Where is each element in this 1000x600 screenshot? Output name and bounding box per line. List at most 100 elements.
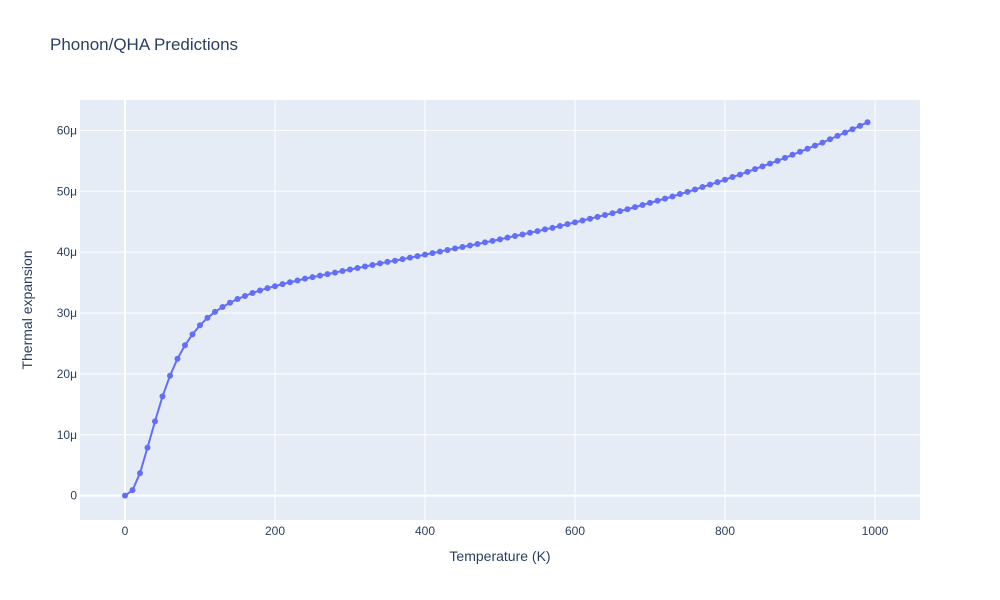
data-point: [197, 322, 203, 329]
data-point: [309, 274, 316, 281]
x-tick-label: 0: [122, 524, 129, 538]
data-point: [264, 285, 271, 292]
data-point: [152, 418, 158, 425]
data-point: [782, 154, 788, 161]
x-tick-label: 400: [415, 524, 435, 538]
data-point: [729, 174, 736, 180]
data-point: [504, 234, 511, 241]
data-point: [812, 142, 818, 149]
data-point: [632, 204, 638, 211]
chart-title: Phonon/QHA Predictions: [50, 35, 238, 54]
data-point: [354, 265, 361, 271]
data-point: [624, 206, 631, 213]
data-point: [752, 166, 758, 173]
x-axis-title: Temperature (K): [449, 548, 550, 564]
data-point: [767, 160, 773, 167]
data-point: [392, 257, 398, 264]
data-point: [129, 487, 136, 494]
data-point: [579, 217, 586, 224]
data-point: [444, 247, 451, 254]
data-point: [212, 308, 218, 315]
x-tick-label: 200: [265, 524, 285, 538]
data-point: [467, 242, 473, 249]
y-axis-ticks: 0 10μ 20μ 30μ 40μ 50μ 60μ: [57, 123, 78, 502]
data-point: [572, 219, 578, 226]
data-point: [549, 224, 556, 231]
series-markers: [122, 119, 871, 499]
data-point: [692, 186, 698, 193]
data-point: [219, 303, 226, 310]
y-tick-label: 0: [70, 489, 77, 503]
data-point: [482, 239, 488, 246]
data-point: [242, 293, 248, 299]
x-tick-label: 1000: [862, 524, 889, 538]
data-point: [849, 126, 856, 133]
data-point: [324, 271, 331, 278]
data-point: [774, 157, 781, 164]
data-point: [542, 226, 548, 233]
data-point: [527, 229, 533, 236]
data-point: [744, 168, 751, 175]
x-tick-label: 800: [715, 524, 735, 538]
data-point: [377, 260, 383, 267]
data-point: [414, 253, 421, 260]
data-point: [422, 251, 428, 258]
data-point: [429, 250, 436, 257]
data-point: [189, 331, 196, 338]
data-point: [617, 208, 623, 215]
data-point: [797, 148, 803, 155]
x-tick-label: 600: [565, 524, 585, 538]
data-point: [272, 283, 278, 290]
data-point: [564, 221, 571, 228]
data-point: [287, 279, 293, 286]
data-point: [227, 299, 233, 306]
data-point: [317, 272, 323, 279]
data-point: [714, 179, 721, 186]
data-point: [459, 244, 466, 250]
data-point: [662, 195, 668, 202]
data-point: [834, 132, 841, 139]
data-point: [804, 145, 811, 152]
data-point: [587, 215, 593, 222]
data-point: [384, 258, 391, 265]
data-point: [452, 245, 458, 252]
data-point: [819, 139, 826, 146]
data-point: [647, 199, 653, 206]
data-point: [249, 289, 256, 296]
y-tick-label: 60μ: [57, 123, 77, 137]
data-point: [654, 197, 661, 204]
y-tick-label: 50μ: [57, 184, 77, 198]
data-point: [137, 470, 143, 477]
series-line: [124, 121, 868, 497]
data-point: [677, 191, 683, 198]
data-point: [737, 171, 743, 178]
plot-area: [80, 100, 920, 520]
data-point: [594, 213, 601, 220]
data-point: [497, 236, 503, 243]
data-point: [257, 287, 263, 294]
data-point: [639, 202, 646, 208]
x-axis-ticks: 0 200 400 600 800 1000: [122, 524, 889, 538]
data-point: [474, 240, 481, 247]
data-point: [332, 269, 338, 276]
data-point: [609, 210, 616, 217]
data-point: [159, 393, 166, 400]
data-point: [167, 372, 173, 379]
data-point: [707, 181, 713, 188]
data-point: [857, 122, 863, 129]
data-point: [294, 277, 301, 284]
data-point: [407, 254, 413, 261]
data-point: [827, 136, 833, 143]
data-point: [182, 342, 188, 349]
data-point: [437, 248, 443, 255]
data-point: [699, 184, 706, 191]
data-point: [204, 314, 211, 321]
data-point: [122, 492, 128, 499]
data-point: [302, 275, 308, 282]
data-point: [347, 266, 353, 273]
data-point: [489, 237, 496, 244]
y-axis-title: Thermal expansion: [19, 250, 35, 369]
data-point: [234, 296, 241, 303]
data-point: [512, 233, 518, 240]
